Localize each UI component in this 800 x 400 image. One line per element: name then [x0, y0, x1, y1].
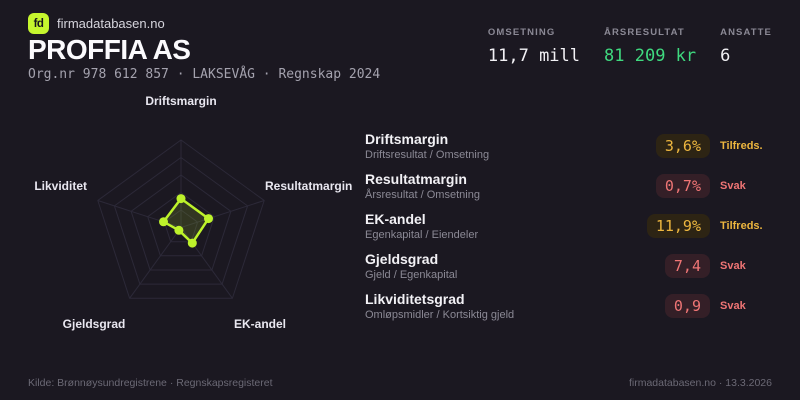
- site-name: firmadatabasen.no: [57, 16, 165, 31]
- metric-formula: Egenkapital / Eiendeler: [365, 229, 479, 241]
- metric-formula: Omløpsmidler / Kortsiktig gjeld: [365, 309, 515, 321]
- footer: Kilde: Brønnøysundregistrene · Regnskaps…: [28, 377, 772, 389]
- metric-row-gjeldsgrad: Gjeldsgrad Gjeld / Egenkapital 7,4 Svak: [365, 249, 772, 283]
- metric-row-likviditetsgrad: Likviditetsgrad Omløpsmidler / Kortsikti…: [365, 289, 772, 323]
- metric-formula: Årsresultat / Omsetning: [365, 189, 480, 201]
- metric-value-badge: 0,9: [664, 294, 710, 318]
- metric-status-label: Svak: [720, 180, 746, 192]
- metric-title: Resultatmargin: [365, 171, 467, 187]
- metric-row-ek-andel: EK-andel Egenkapital / Eiendeler 11,9% T…: [365, 209, 772, 243]
- page-title: PROFFIA AS: [28, 34, 191, 65]
- metric-value-badge: 7,4: [664, 254, 710, 278]
- footer-site-date: firmadatabasen.no · 13.3.2026: [628, 377, 772, 389]
- metric-status-label: Tilfreds.: [720, 140, 763, 152]
- radar-axis-label-gjeldsgrad: Gjeldsgrad: [62, 317, 126, 331]
- company-meta: Org.nr 978 612 857 · LAKSEVÅG · Regnskap…: [28, 67, 381, 82]
- metric-title: Gjeldsgrad: [365, 251, 439, 267]
- metric-formula: Gjeld / Egenkapital: [365, 269, 458, 281]
- radar-axis-label-driftsmargin: Driftsmargin: [145, 94, 217, 108]
- metric-value-badge: 3,6%: [655, 134, 710, 158]
- stat-label: OMSETNING: [487, 27, 556, 38]
- radar-axis-label-likviditet: Likviditet: [34, 179, 87, 193]
- metric-status-label: Tilfreds.: [720, 220, 763, 232]
- metric-value-badge: 11,9%: [646, 214, 710, 238]
- metric-list: Driftsmargin Driftsresultat / Omsetning …: [365, 129, 772, 329]
- metric-row-resultatmargin: Resultatmargin Årsresultat / Omsetning 0…: [365, 169, 772, 203]
- radar-chart-canvas: [97, 139, 265, 299]
- radar-chart: Driftsmargin Resultatmargin EK-andel Gje…: [30, 90, 353, 340]
- stat-ansatte: ANSATTE 6: [720, 27, 772, 66]
- stat-label: ANSATTE: [720, 27, 772, 38]
- brand-row: fd firmadatabasen.no: [28, 13, 165, 34]
- stat-value: 81 209 kr: [604, 46, 697, 66]
- stat-value: 6: [720, 46, 731, 66]
- metric-title: Driftsmargin: [365, 131, 449, 147]
- metric-title: EK-andel: [365, 211, 426, 227]
- firmadatabasen-logo-icon: fd: [28, 13, 49, 34]
- metric-status-label: Svak: [720, 300, 746, 312]
- radar-axis-label-resultatmargin: Resultatmargin: [265, 179, 353, 193]
- key-figures: OMSETNING 11,7 mill ÅRSRESULTAT 81 209 k…: [488, 27, 772, 66]
- stat-label: ÅRSRESULTAT: [604, 27, 685, 38]
- radar-axis-label-ek-andel: EK-andel: [233, 317, 286, 331]
- metric-formula: Driftsresultat / Omsetning: [365, 149, 490, 161]
- footer-source: Kilde: Brønnøysundregistrene · Regnskaps…: [28, 377, 273, 389]
- stat-arsresultat: ÅRSRESULTAT 81 209 kr: [604, 27, 696, 66]
- metric-value-badge: 0,7%: [655, 174, 710, 198]
- stat-value: 11,7 mill: [487, 46, 581, 66]
- stat-omsetning: OMSETNING 11,7 mill: [488, 27, 580, 66]
- metric-row-driftsmargin: Driftsmargin Driftsresultat / Omsetning …: [365, 129, 772, 163]
- metric-title: Likviditetsgrad: [365, 291, 465, 307]
- metric-status-label: Svak: [720, 260, 746, 272]
